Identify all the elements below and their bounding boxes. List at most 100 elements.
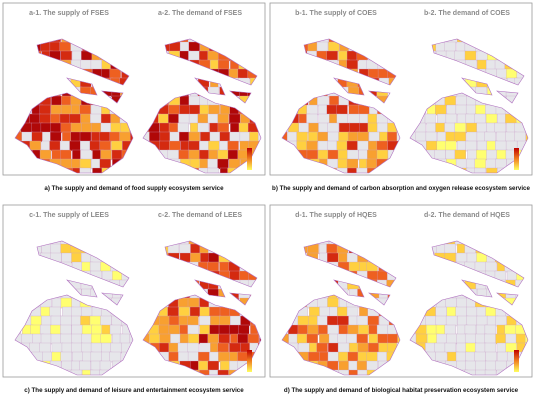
district (326, 252, 339, 264)
district (526, 279, 528, 291)
district (282, 104, 291, 116)
district (416, 261, 428, 273)
district (410, 140, 418, 152)
district (130, 243, 133, 255)
district (435, 167, 447, 173)
district (326, 104, 338, 116)
district (32, 288, 44, 300)
district (257, 50, 261, 62)
district (19, 351, 32, 363)
district (177, 77, 189, 89)
district (526, 113, 528, 125)
district (109, 131, 121, 143)
district (39, 113, 51, 125)
district (120, 261, 133, 273)
district (79, 167, 91, 173)
district (485, 104, 497, 116)
district (296, 131, 308, 143)
district (369, 252, 381, 264)
district (217, 59, 230, 71)
district (239, 241, 251, 246)
district (150, 243, 162, 255)
district (338, 122, 351, 134)
district (455, 351, 468, 363)
district (258, 113, 261, 125)
district (317, 167, 329, 173)
district (219, 86, 231, 98)
district (157, 270, 170, 282)
district (377, 243, 389, 255)
district (388, 167, 400, 173)
district (336, 104, 348, 116)
district (122, 324, 133, 336)
district (337, 342, 350, 354)
district (527, 59, 528, 71)
district (435, 351, 447, 363)
district (286, 167, 299, 173)
district (131, 149, 133, 161)
district (282, 59, 291, 71)
district (109, 68, 121, 80)
district (50, 104, 63, 116)
district (497, 351, 509, 363)
district (70, 122, 83, 134)
district (445, 140, 457, 152)
district (22, 41, 34, 53)
district (378, 252, 390, 264)
district (15, 342, 23, 354)
district (346, 158, 359, 170)
district (525, 270, 528, 282)
legend-bar (247, 350, 252, 372)
district (444, 324, 457, 336)
district (474, 342, 487, 354)
district (434, 149, 446, 161)
district (217, 113, 229, 125)
district (80, 59, 92, 71)
district (129, 113, 133, 125)
district (168, 288, 180, 300)
district (437, 369, 449, 375)
district (306, 140, 318, 152)
district (338, 131, 350, 143)
district (239, 95, 251, 107)
district (525, 333, 528, 345)
district (506, 252, 518, 264)
district (357, 39, 369, 44)
district (158, 288, 171, 300)
district (378, 167, 391, 173)
map-title: c-1. The supply of LEES (29, 212, 109, 219)
district (159, 333, 171, 345)
district (326, 50, 338, 62)
district (168, 104, 180, 116)
district (487, 77, 499, 89)
district (415, 149, 427, 161)
district (504, 104, 517, 116)
district (485, 279, 497, 291)
district (444, 342, 457, 354)
district (282, 39, 288, 44)
district (197, 270, 210, 282)
district (398, 297, 400, 309)
district (170, 333, 182, 345)
district (306, 279, 318, 291)
district (19, 68, 31, 80)
district (129, 59, 133, 71)
district (157, 297, 169, 309)
district (15, 243, 21, 255)
district (258, 104, 261, 116)
district (147, 50, 160, 62)
district (298, 342, 310, 354)
district (410, 342, 419, 354)
district (487, 41, 499, 53)
district (121, 59, 133, 71)
district (167, 306, 179, 318)
district (486, 241, 498, 246)
district (51, 95, 63, 107)
district (237, 333, 249, 345)
district (129, 351, 133, 363)
district (287, 360, 299, 372)
district (307, 241, 319, 246)
district (399, 158, 400, 170)
district (297, 261, 309, 273)
district (50, 333, 63, 345)
